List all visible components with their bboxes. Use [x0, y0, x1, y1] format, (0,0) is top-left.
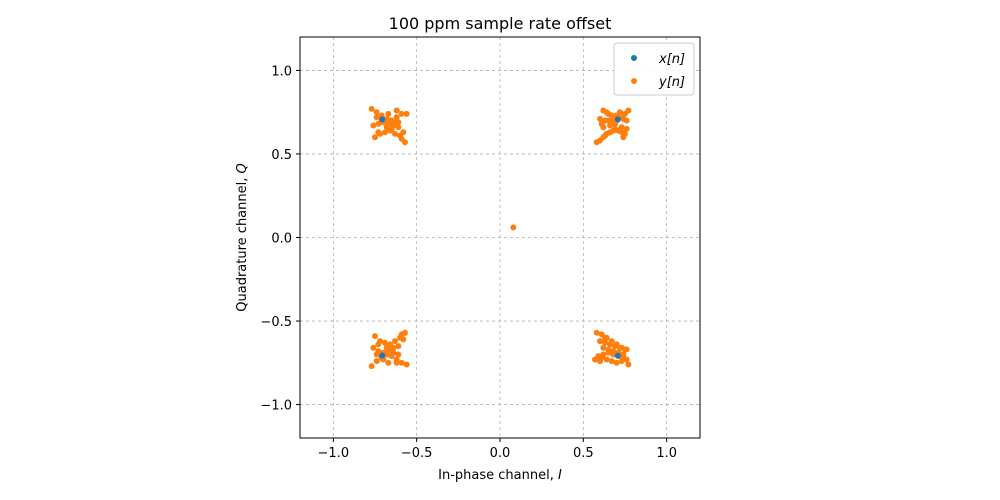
point-y-n — [382, 339, 388, 346]
point-y-n — [597, 358, 603, 365]
point-y-n — [385, 110, 392, 117]
legend: x[n] y[n] — [613, 42, 695, 96]
y-tick-label: 0.5 — [271, 148, 292, 163]
point-y-n — [373, 358, 380, 365]
point-y-n — [370, 122, 377, 129]
point-y-n — [395, 351, 402, 358]
point-y-n — [368, 363, 375, 370]
point-y-n — [617, 344, 623, 351]
point-y-n — [597, 338, 603, 345]
point-y-n — [617, 109, 623, 116]
point-y-n — [392, 338, 398, 345]
point-y-n — [623, 117, 630, 124]
point-y-n — [592, 356, 598, 363]
point-y-n — [373, 351, 380, 358]
point-y-n — [610, 348, 617, 355]
point-y-n — [602, 339, 608, 346]
point-y-n — [403, 361, 410, 368]
point-y-n — [395, 124, 402, 131]
point-y-n — [603, 109, 610, 116]
point-y-n — [372, 333, 378, 340]
point-y-n — [608, 358, 615, 365]
point-y-n — [620, 351, 627, 358]
point-y-n — [605, 346, 612, 353]
point-y-n — [612, 343, 618, 350]
point-y-n — [385, 359, 392, 366]
point-y-n — [393, 359, 400, 366]
point-y-n — [602, 334, 608, 341]
point-y-n — [510, 224, 517, 231]
legend-label: x[n] — [658, 52, 685, 67]
point-y-n — [373, 109, 380, 116]
point-y-n — [620, 134, 627, 141]
x-tick-label: 0.0 — [490, 446, 511, 461]
data-points — [368, 105, 632, 370]
point-y-n — [623, 125, 630, 132]
y-tick-label: 0.0 — [271, 232, 292, 247]
y-tick-label: −0.5 — [260, 315, 292, 330]
point-y-n — [393, 107, 400, 114]
point-y-n — [390, 349, 397, 356]
point-y-n — [613, 359, 620, 366]
point-y-n — [383, 344, 390, 351]
x-tick-label: −1.0 — [318, 446, 350, 461]
point-y-n — [625, 107, 632, 114]
point-y-n — [618, 358, 625, 365]
point-y-n — [398, 135, 405, 142]
x-tick-label: −0.5 — [401, 446, 433, 461]
y-axis-label: Quadrature channel, Q — [235, 163, 250, 311]
point-y-n — [605, 117, 612, 124]
chart-title: 100 ppm sample rate offset — [389, 14, 612, 33]
point-y-n — [607, 341, 613, 348]
x-axis-label: In-phase channel, I — [438, 468, 562, 483]
point-y-n — [398, 331, 405, 338]
point-y-n — [600, 344, 607, 351]
point-y-n — [598, 120, 605, 127]
point-y-n — [625, 361, 632, 368]
legend-label: y[n] — [658, 75, 685, 90]
y-tick-label: −1.0 — [260, 399, 292, 414]
legend-marker — [631, 78, 637, 84]
point-y-n — [623, 356, 630, 363]
point-y-n — [608, 112, 615, 119]
point-x-n — [614, 116, 621, 123]
point-y-n — [375, 129, 382, 136]
point-y-n — [373, 114, 380, 121]
point-y-n — [395, 119, 402, 126]
x-tick-label: 0.5 — [573, 446, 594, 461]
axis-ticks: −1.0 −0.5 0.0 0.5 1.0 −1.0 −0.5 0.0 0.5 1.0 — [260, 64, 677, 461]
point-y-n — [372, 134, 378, 141]
point-y-n — [603, 356, 610, 363]
x-tick-label: 1.0 — [656, 446, 677, 461]
point-y-n — [370, 344, 377, 351]
grid-lines — [300, 37, 700, 438]
y-tick-label: 1.0 — [271, 64, 292, 79]
legend-marker — [631, 55, 637, 61]
point-y-n — [607, 122, 613, 129]
point-y-n — [403, 110, 410, 117]
point-y-n — [388, 125, 395, 132]
point-x-n — [614, 352, 621, 359]
point-y-n — [392, 130, 398, 137]
point-y-n — [390, 119, 397, 126]
point-y-n — [398, 110, 405, 117]
point-y-n — [368, 105, 375, 112]
point-y-n — [593, 329, 600, 336]
point-x-n — [379, 116, 386, 123]
point-y-n — [602, 132, 608, 139]
point-y-n — [612, 125, 618, 132]
point-y-n — [398, 359, 405, 366]
point-y-n — [375, 341, 382, 348]
point-y-n — [612, 120, 618, 127]
point-y-n — [395, 343, 402, 350]
point-x-n — [379, 352, 386, 359]
point-y-n — [622, 346, 628, 353]
point-y-n — [383, 124, 390, 131]
point-y-n — [393, 114, 400, 121]
point-y-n — [382, 129, 388, 136]
point-y-n — [597, 115, 603, 122]
